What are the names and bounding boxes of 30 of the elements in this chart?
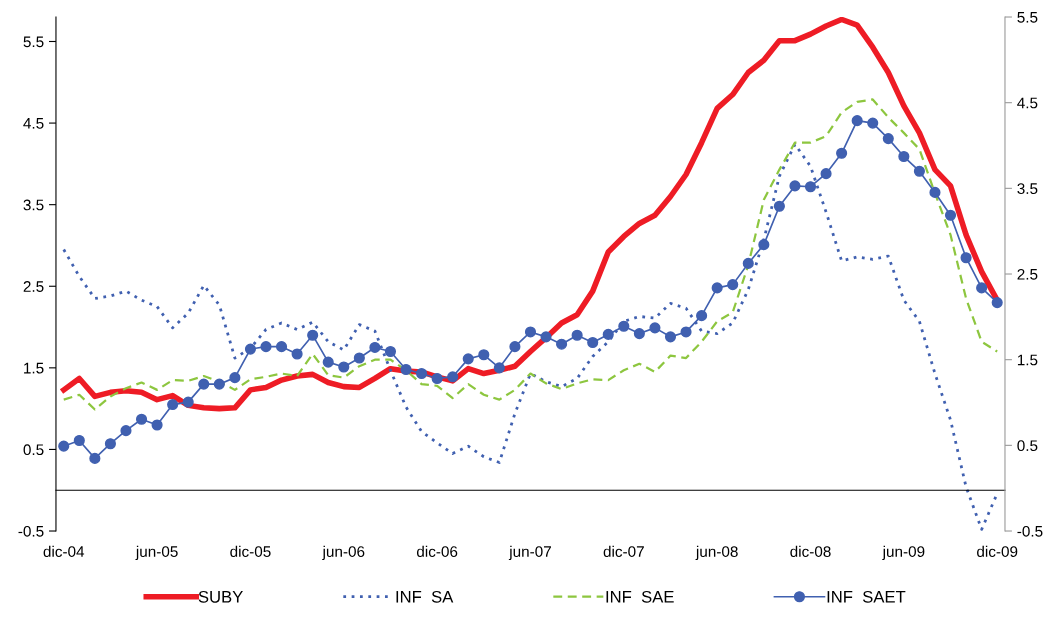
- y2-tick-label: 2.5: [1017, 268, 1038, 280]
- x-tick-label: jun-09: [882, 545, 925, 561]
- legend-label: INF SAE: [606, 590, 674, 603]
- y2-tick-label: 0.5: [1017, 440, 1038, 452]
- y2-tick-label: 4.5: [1017, 97, 1038, 109]
- x-tick-label: dic-05: [230, 545, 271, 557]
- y-tick-label: 5.5: [23, 36, 44, 48]
- y2-tick-label: 5.5: [1017, 12, 1038, 23]
- y2-tick-label: 1.5: [1017, 354, 1038, 366]
- x-tick-label: dic-07: [603, 545, 644, 557]
- y-tick-label: 1.5: [24, 362, 44, 374]
- x-tick-label: jun-06: [322, 545, 365, 561]
- y2-tick-label: -0.5: [1017, 525, 1043, 537]
- x-tick-label: dic-04: [43, 545, 85, 557]
- y-tick-label: -0.5: [18, 525, 44, 537]
- legend-label: INF SA: [396, 590, 454, 603]
- y-tick-label: 0.5: [23, 444, 44, 456]
- legend-label: SUBY: [198, 590, 243, 603]
- y-tick-label: 3.5: [23, 199, 44, 211]
- x-tick-label: jun-08: [695, 545, 738, 561]
- x-tick-label: dic-06: [416, 545, 458, 557]
- y-tick-label: 2.5: [23, 281, 44, 292]
- x-tick-label: dic-09: [977, 545, 1018, 557]
- y-tick-label: 4.5: [23, 118, 44, 129]
- legend-label: INF SAET: [827, 590, 906, 603]
- line-series: [62, 98, 999, 411]
- x-tick-label: dic-08: [790, 545, 831, 557]
- x-tick-label: jun-05: [135, 545, 178, 561]
- y2-tick-label: 3.5: [1017, 183, 1038, 195]
- x-tick-label: jun-07: [508, 545, 551, 561]
